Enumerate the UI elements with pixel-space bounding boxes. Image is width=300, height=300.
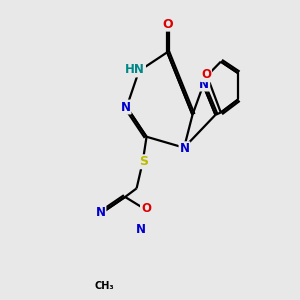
Text: O: O (201, 68, 211, 81)
Text: S: S (139, 155, 148, 168)
Text: N: N (95, 206, 106, 219)
Text: HN: HN (125, 64, 145, 76)
Text: N: N (199, 78, 209, 91)
Text: O: O (141, 202, 151, 215)
Text: N: N (136, 223, 146, 236)
Text: N: N (121, 100, 130, 113)
Text: O: O (162, 18, 172, 31)
Text: N: N (179, 142, 190, 155)
Text: CH₃: CH₃ (94, 281, 114, 291)
